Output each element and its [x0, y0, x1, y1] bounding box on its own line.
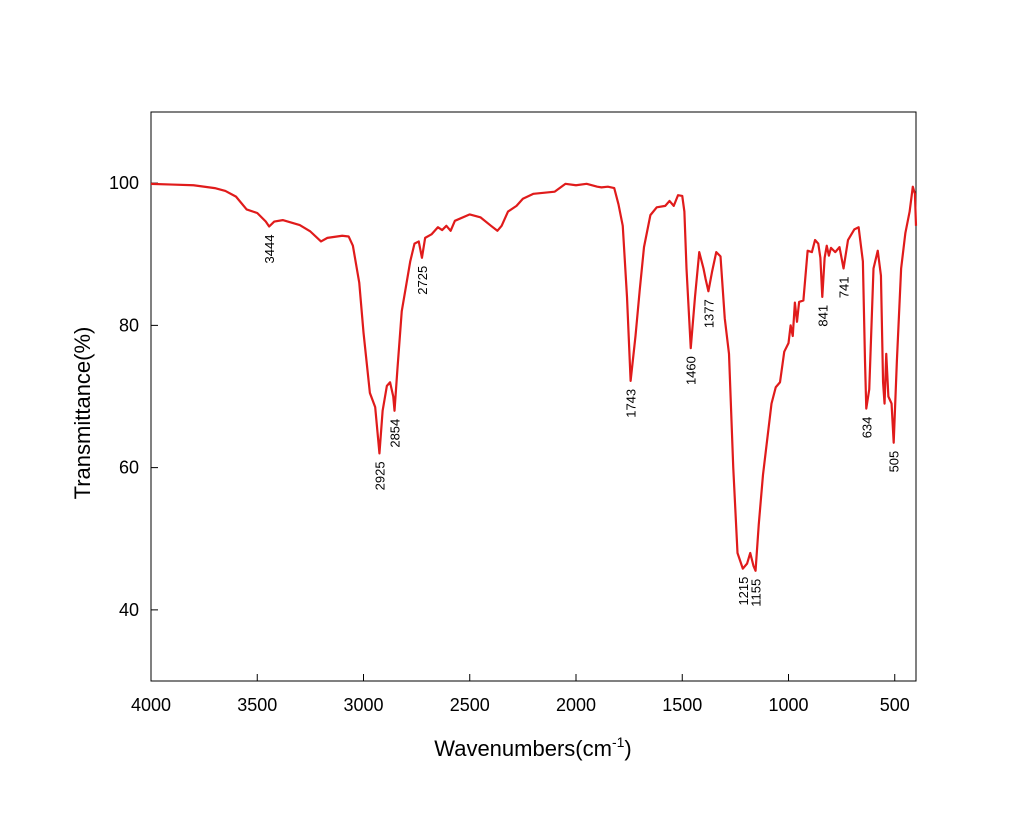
peak-label: 2925 — [372, 461, 387, 490]
peak-label: 1215 — [736, 577, 751, 606]
x-tick-label: 3500 — [237, 695, 277, 715]
peak-label: 1377 — [701, 299, 716, 328]
peak-label: 1155 — [749, 579, 764, 607]
x-axis-title-sup: -1 — [612, 734, 625, 750]
x-tick-label: 2500 — [450, 695, 490, 715]
peak-label: 505 — [887, 451, 902, 473]
x-tick-label: 4000 — [131, 695, 171, 715]
peak-label: 1743 — [624, 389, 639, 418]
peak-label: 741 — [837, 276, 852, 298]
x-axis-title: Wavenumbers(cm-1) — [434, 734, 631, 761]
x-axis-title-main: Wavenumbers(cm — [434, 736, 612, 761]
y-tick-label: 40 — [119, 600, 139, 620]
y-tick-label: 80 — [119, 315, 139, 335]
x-tick-label: 3000 — [343, 695, 383, 715]
spectrum-line — [150, 182, 918, 572]
peak-label: 2725 — [415, 266, 430, 295]
peak-label: 841 — [815, 305, 830, 327]
x-tick-label: 500 — [880, 695, 910, 715]
y-tick-label: 100 — [109, 173, 139, 193]
y-tick-label: 60 — [119, 458, 139, 478]
y-axis-title: Transmittance(%) — [70, 327, 95, 500]
peak-label: 1460 — [684, 356, 699, 385]
x-tick-label: 2000 — [556, 695, 596, 715]
x-tick-label: 1000 — [768, 695, 808, 715]
x-axis-title-end: ) — [624, 736, 631, 761]
peak-label: 634 — [859, 417, 874, 439]
peak-label: 3444 — [262, 235, 277, 264]
plot-frame — [150, 111, 917, 682]
x-tick-label: 1500 — [662, 695, 702, 715]
peak-label: 2854 — [388, 419, 403, 448]
